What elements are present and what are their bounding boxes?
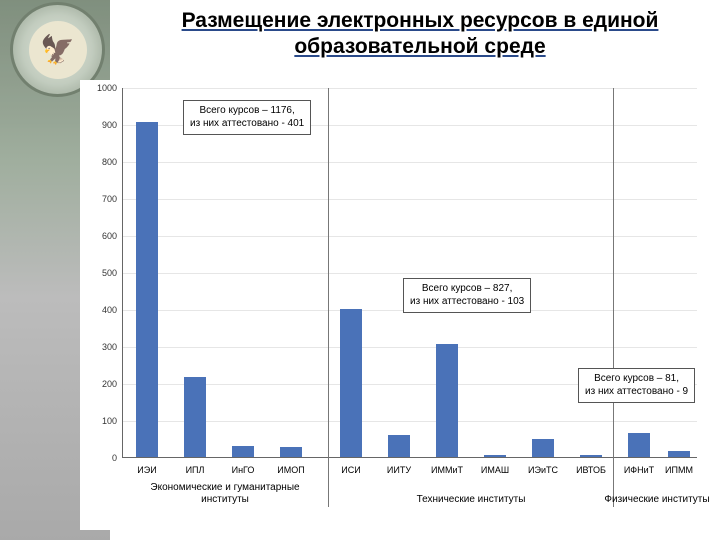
- bar: [580, 455, 602, 457]
- gridline: [123, 347, 697, 348]
- x-tick-label: ИСИ: [341, 465, 360, 475]
- bar: [436, 344, 458, 457]
- bar: [532, 439, 554, 458]
- bar: [668, 451, 690, 457]
- y-tick-label: 200: [83, 379, 117, 389]
- gridline: [123, 199, 697, 200]
- bar: [484, 455, 506, 457]
- gridline: [123, 88, 697, 89]
- y-tick-label: 1000: [83, 83, 117, 93]
- gridline: [123, 236, 697, 237]
- callout-line: из них аттестовано - 401: [190, 118, 304, 131]
- y-tick-label: 100: [83, 416, 117, 426]
- x-tick-label: ИМОП: [277, 465, 304, 475]
- group-label: Экономические и гуманитарные институты: [145, 482, 305, 505]
- callout-box: Всего курсов – 81,из них аттестовано - 9: [578, 368, 695, 403]
- bar: [628, 433, 650, 457]
- x-tick-label: ИММиТ: [431, 465, 463, 475]
- slide-title: Размещение электронных ресурсов в единой…: [130, 8, 710, 61]
- bar: [136, 122, 158, 457]
- gridline: [123, 162, 697, 163]
- callout-line: Всего курсов – 1176,: [190, 105, 304, 118]
- group-label: Технические институты: [391, 494, 551, 506]
- y-tick-label: 500: [83, 268, 117, 278]
- y-tick-label: 600: [83, 231, 117, 241]
- bar: [280, 447, 302, 457]
- x-tick-label: ИФНиТ: [624, 465, 654, 475]
- gridline: [123, 421, 697, 422]
- y-tick-label: 0: [83, 453, 117, 463]
- callout-line: Всего курсов – 827,: [410, 283, 524, 296]
- callout-line: из них аттестовано - 9: [585, 386, 688, 399]
- x-tick-label: ИЭИ: [137, 465, 156, 475]
- y-tick-label: 400: [83, 305, 117, 315]
- callout-box: Всего курсов – 827,из них аттестовано - …: [403, 278, 531, 313]
- y-tick-label: 700: [83, 194, 117, 204]
- callout-line: Всего курсов – 81,: [585, 373, 688, 386]
- bar: [232, 446, 254, 457]
- group-separator: [613, 88, 614, 507]
- bar: [388, 435, 410, 457]
- group-label: Физические институты: [577, 494, 720, 506]
- x-tick-label: ИИТУ: [387, 465, 411, 475]
- y-tick-label: 900: [83, 120, 117, 130]
- callout-line: из них аттестовано - 103: [410, 296, 524, 309]
- x-tick-label: ИнГО: [232, 465, 255, 475]
- bar-chart: 0 100 200 300 400 500 600 700 800 900 1000 ИЭИ ИПЛ Ин…: [80, 80, 710, 530]
- bar: [184, 377, 206, 457]
- eagle-icon: 🦅: [29, 21, 87, 79]
- x-tick-label: ИПММ: [665, 465, 693, 475]
- slide: 🦅 Размещение электронных ресурсов в един…: [0, 0, 720, 540]
- x-tick-label: ИВТОБ: [576, 465, 606, 475]
- plot-area: 01002003004005006007008009001000ИЭИИПЛИн…: [122, 88, 697, 458]
- y-tick-label: 800: [83, 157, 117, 167]
- x-tick-label: ИЭиТС: [528, 465, 558, 475]
- bar: [340, 309, 362, 457]
- callout-box: Всего курсов – 1176,из них аттестовано -…: [183, 100, 311, 135]
- x-tick-label: ИМАШ: [481, 465, 509, 475]
- group-separator: [328, 88, 329, 507]
- y-tick-label: 300: [83, 342, 117, 352]
- gridline: [123, 273, 697, 274]
- x-tick-label: ИПЛ: [186, 465, 205, 475]
